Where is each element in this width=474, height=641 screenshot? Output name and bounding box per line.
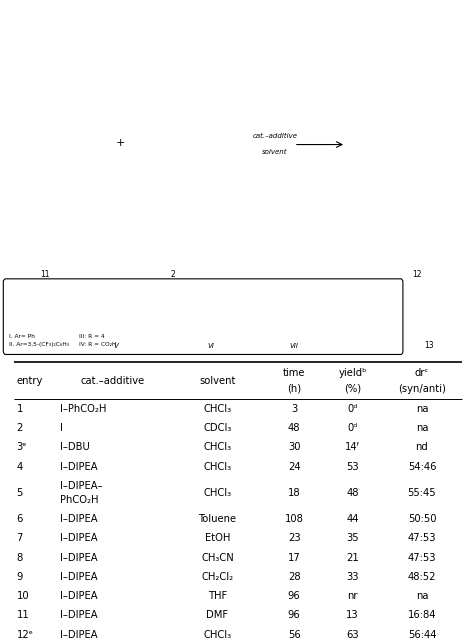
Text: CHCl₃: CHCl₃ — [203, 629, 232, 640]
Text: 63: 63 — [346, 629, 359, 640]
Text: 53: 53 — [346, 462, 359, 472]
Text: PhCO₂H: PhCO₂H — [60, 495, 99, 505]
Text: III: R = 4: III: R = 4 — [79, 333, 105, 338]
Text: na: na — [416, 591, 428, 601]
Text: 7: 7 — [17, 533, 23, 544]
Text: 30: 30 — [288, 442, 301, 453]
Text: +: + — [116, 138, 126, 147]
Text: 2: 2 — [171, 270, 175, 279]
Text: 0ᵈ: 0ᵈ — [347, 404, 358, 414]
Text: CHCl₃: CHCl₃ — [203, 442, 232, 453]
Text: solvent: solvent — [262, 149, 288, 155]
Text: I. Ar= Ph: I. Ar= Ph — [9, 333, 36, 338]
Text: 48: 48 — [288, 423, 301, 433]
Text: 12: 12 — [412, 270, 422, 279]
Text: V: V — [114, 343, 118, 349]
Text: 108: 108 — [285, 514, 304, 524]
Text: 3ᵉ: 3ᵉ — [17, 442, 27, 453]
FancyBboxPatch shape — [3, 279, 403, 354]
Text: cat.–additive: cat.–additive — [81, 376, 145, 386]
Text: CH₃CN: CH₃CN — [201, 553, 234, 563]
Text: Toluene: Toluene — [199, 514, 237, 524]
Text: nr: nr — [347, 591, 358, 601]
Text: I–DIPEA: I–DIPEA — [60, 610, 98, 620]
Text: I–DIPEA: I–DIPEA — [60, 533, 98, 544]
Text: 23: 23 — [288, 533, 301, 544]
Text: I–DIPEA: I–DIPEA — [60, 629, 98, 640]
Text: CHCl₃: CHCl₃ — [203, 404, 232, 414]
Text: I–DIPEA: I–DIPEA — [60, 514, 98, 524]
Text: CDCl₃: CDCl₃ — [203, 423, 232, 433]
Text: na: na — [416, 404, 428, 414]
Text: 96: 96 — [288, 610, 301, 620]
Text: na: na — [416, 423, 428, 433]
Text: II. Ar=3,5-(CF₃)₂C₆H₃: II. Ar=3,5-(CF₃)₂C₆H₃ — [9, 342, 70, 347]
Text: 18: 18 — [288, 488, 301, 498]
Text: I–DIPEA: I–DIPEA — [60, 572, 98, 582]
Text: 54:46: 54:46 — [408, 462, 436, 472]
Text: 9: 9 — [17, 572, 23, 582]
Text: 44: 44 — [346, 514, 359, 524]
Text: DMF: DMF — [207, 610, 228, 620]
Text: cat.–additive: cat.–additive — [253, 133, 297, 139]
Text: VII: VII — [290, 343, 299, 349]
Text: CHCl₃: CHCl₃ — [203, 462, 232, 472]
Text: 13: 13 — [424, 341, 434, 350]
Text: 33: 33 — [346, 572, 359, 582]
Text: 56: 56 — [288, 629, 301, 640]
Text: CHCl₃: CHCl₃ — [203, 488, 232, 498]
Text: 3: 3 — [291, 404, 297, 414]
Text: 1: 1 — [17, 404, 23, 414]
Text: (%): (%) — [344, 384, 361, 394]
Text: 16:84: 16:84 — [408, 610, 436, 620]
Text: 10: 10 — [17, 591, 29, 601]
Text: 47:53: 47:53 — [408, 553, 436, 563]
Text: I–DIPEA: I–DIPEA — [60, 591, 98, 601]
Text: yieldᵇ: yieldᵇ — [338, 367, 367, 378]
Text: 47:53: 47:53 — [408, 533, 436, 544]
Text: solvent: solvent — [199, 376, 236, 386]
Text: EtOH: EtOH — [205, 533, 230, 544]
Text: VI: VI — [208, 343, 214, 349]
Text: entry: entry — [17, 376, 43, 386]
Text: I: I — [60, 423, 63, 433]
Text: time: time — [283, 367, 305, 378]
Text: nd: nd — [416, 442, 428, 453]
Text: drᶜ: drᶜ — [415, 367, 429, 378]
Text: 4: 4 — [17, 462, 23, 472]
Text: 12ᵉ: 12ᵉ — [17, 629, 34, 640]
Text: (h): (h) — [287, 384, 301, 394]
Text: I–DIPEA: I–DIPEA — [60, 553, 98, 563]
Text: 13: 13 — [346, 610, 359, 620]
Text: 28: 28 — [288, 572, 301, 582]
Text: 8: 8 — [17, 553, 23, 563]
Text: 5: 5 — [17, 488, 23, 498]
Text: 0ᵈ: 0ᵈ — [347, 423, 358, 433]
Text: 24: 24 — [288, 462, 301, 472]
Text: 56:44: 56:44 — [408, 629, 436, 640]
Text: 17: 17 — [288, 553, 301, 563]
Text: I–DIPEA–: I–DIPEA– — [60, 481, 103, 490]
Text: 35: 35 — [346, 533, 359, 544]
Text: 11: 11 — [40, 270, 50, 279]
Text: 50:50: 50:50 — [408, 514, 436, 524]
Text: I–PhCO₂H: I–PhCO₂H — [60, 404, 107, 414]
Text: 48:52: 48:52 — [408, 572, 436, 582]
Text: THF: THF — [208, 591, 227, 601]
Text: 55:45: 55:45 — [408, 488, 436, 498]
Text: 6: 6 — [17, 514, 23, 524]
Text: 11: 11 — [17, 610, 29, 620]
Text: 21: 21 — [346, 553, 359, 563]
Text: I–DIPEA: I–DIPEA — [60, 462, 98, 472]
Text: CH₂Cl₂: CH₂Cl₂ — [201, 572, 234, 582]
Text: 48: 48 — [346, 488, 359, 498]
Text: (syn/anti): (syn/anti) — [398, 384, 446, 394]
Text: IV: R = CO₂H: IV: R = CO₂H — [79, 342, 117, 347]
Text: 14ᶠ: 14ᶠ — [345, 442, 360, 453]
Text: 96: 96 — [288, 591, 301, 601]
Text: 2: 2 — [17, 423, 23, 433]
Text: I–DBU: I–DBU — [60, 442, 90, 453]
